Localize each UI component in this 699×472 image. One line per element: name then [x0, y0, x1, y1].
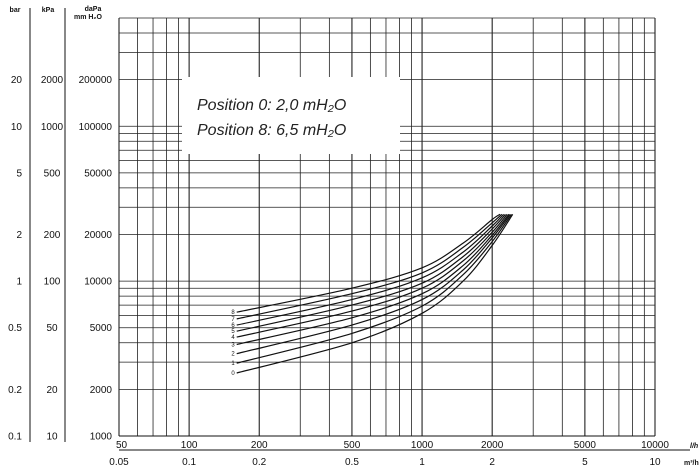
series-label-2: 2	[231, 352, 235, 358]
x-tick-label-lh: 100	[181, 440, 198, 451]
y-tick-label-kpa: 20	[46, 385, 58, 396]
series-line-8	[236, 213, 501, 313]
x-axis-unit-m3h: m³/h	[684, 460, 699, 467]
series-line-7	[236, 213, 503, 320]
y-tick-label-dapa: 20000	[84, 230, 112, 241]
x-tick-label-m3h: 0.05	[109, 457, 129, 468]
x-tick-label-lh: 200	[251, 440, 268, 451]
y-tick-label-dapa: 100000	[79, 122, 113, 133]
y-tick-label-dapa: 50000	[84, 168, 112, 179]
y-tick-label-kpa: 10	[46, 432, 58, 443]
x-tick-label-m3h: 0.1	[182, 457, 196, 468]
y-tick-label-dapa: 5000	[90, 323, 113, 334]
y-tick-label-dapa: 2000	[90, 385, 113, 396]
series-label-5: 5	[231, 329, 235, 335]
series-line-6	[236, 213, 505, 326]
y-axis-unit-kpa: kPa	[42, 7, 55, 14]
annotation-line-2: Position 8: 6,5 mH₂O	[197, 122, 346, 139]
y-tick-label-kpa: 1000	[41, 122, 64, 133]
x-tick-label-lh: 5000	[574, 440, 597, 451]
series-label-0: 0	[231, 371, 235, 377]
x-tick-label-m3h: 5	[582, 457, 588, 468]
x-tick-label-m3h: 0.5	[345, 457, 359, 468]
x-tick-label-lh: 2000	[481, 440, 504, 451]
x-tick-label-lh: 50	[116, 440, 128, 451]
y-tick-label-bar: 10	[11, 122, 23, 133]
x-tick-label-m3h: 2	[489, 457, 495, 468]
series-line-4	[236, 213, 508, 338]
series-label-3: 3	[231, 342, 235, 348]
y-tick-label-bar: 20	[11, 75, 23, 86]
series-line-5	[236, 213, 506, 332]
y-tick-label-bar: 0.1	[8, 432, 22, 443]
y-axis-unit-mmh2o: mm H₂O	[74, 14, 103, 21]
y-tick-label-kpa: 50	[46, 323, 58, 334]
y-tick-label-dapa: 200000	[79, 75, 113, 86]
y-tick-label-dapa: 10000	[84, 277, 112, 288]
y-tick-label-bar: 0.2	[8, 385, 22, 396]
y-tick-label-bar: 2	[16, 230, 22, 241]
series-label-7: 7	[231, 317, 235, 323]
y-axis-unit-bar: bar	[10, 7, 21, 14]
series-label-6: 6	[231, 323, 235, 329]
y-tick-label-kpa: 100	[44, 277, 61, 288]
series-line-1	[236, 213, 512, 364]
x-tick-label-lh: 10000	[641, 440, 669, 451]
x-tick-label-m3h: 1	[419, 457, 425, 468]
series-label-4: 4	[231, 335, 235, 341]
series-line-0	[236, 213, 514, 374]
y-tick-label-bar: 0.5	[8, 323, 22, 334]
y-tick-label-dapa: 1000	[90, 432, 113, 443]
series-label-1: 1	[231, 361, 235, 367]
annotation-line-1: Position 0: 2,0 mH₂O	[197, 97, 346, 114]
series-label-8: 8	[231, 310, 235, 316]
x-tick-label-lh: 1000	[411, 440, 434, 451]
x-tick-label-m3h: 10	[649, 457, 661, 468]
y-tick-label-bar: 1	[16, 277, 22, 288]
annotation-box: Position 0: 2,0 mH₂O Position 8: 6,5 mH₂…	[182, 77, 400, 154]
y-axis-unit-dapa: daPa	[85, 6, 102, 13]
x-tick-label-lh: 500	[344, 440, 361, 451]
y-tick-label-kpa: 200	[44, 230, 61, 241]
x-tick-label-m3h: 0.2	[252, 457, 266, 468]
series-line-2	[236, 213, 511, 355]
y-tick-label-kpa: 2000	[41, 75, 64, 86]
y-tick-label-kpa: 500	[44, 168, 61, 179]
y-tick-label-bar: 5	[16, 168, 22, 179]
series-line-3	[236, 213, 510, 346]
x-axis-unit-lh: l/h	[690, 443, 698, 450]
